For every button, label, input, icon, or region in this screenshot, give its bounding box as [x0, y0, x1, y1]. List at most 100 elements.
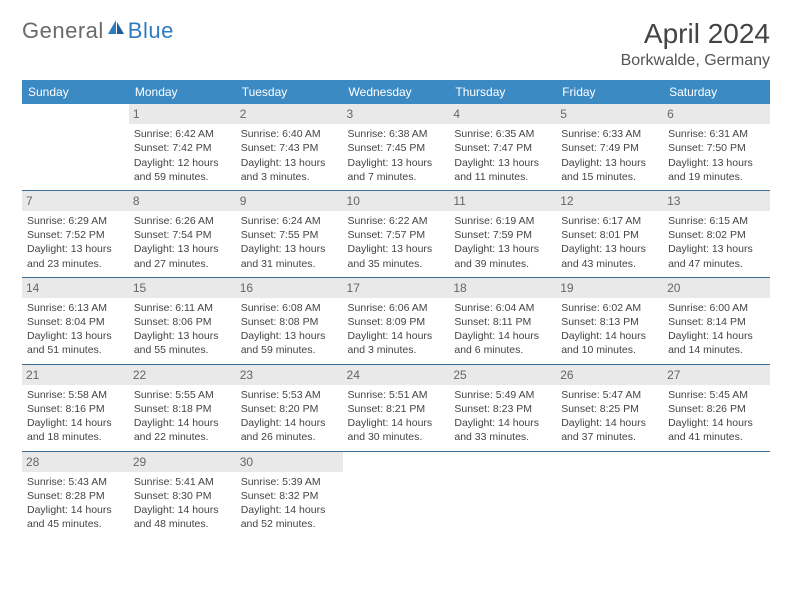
calendar-day-cell: 24Sunrise: 5:51 AMSunset: 8:21 PMDayligh… — [343, 364, 450, 451]
calendar-day-cell: 21Sunrise: 5:58 AMSunset: 8:16 PMDayligh… — [22, 364, 129, 451]
day-info-line: Sunset: 7:43 PM — [241, 141, 338, 155]
day-info-line: Sunrise: 6:00 AM — [668, 301, 765, 315]
day-info-line: Sunrise: 6:04 AM — [454, 301, 551, 315]
day-info-line: and 3 minutes. — [348, 343, 445, 357]
day-number: 12 — [556, 191, 663, 211]
day-info-line: and 52 minutes. — [241, 517, 338, 531]
day-info-line: Daylight: 14 hours — [348, 416, 445, 430]
calendar-body: 1Sunrise: 6:42 AMSunset: 7:42 PMDaylight… — [22, 104, 770, 537]
day-info-line: Daylight: 14 hours — [454, 416, 551, 430]
day-number: 14 — [22, 278, 129, 298]
day-number: 15 — [129, 278, 236, 298]
logo-text-blue: Blue — [128, 18, 174, 44]
calendar-day-cell: 20Sunrise: 6:00 AMSunset: 8:14 PMDayligh… — [663, 277, 770, 364]
day-info-line: Daylight: 13 hours — [27, 329, 124, 343]
day-info-line: Daylight: 12 hours — [134, 156, 231, 170]
day-number: 2 — [236, 104, 343, 124]
day-number: 24 — [343, 365, 450, 385]
day-number: 18 — [449, 278, 556, 298]
day-info-line: Daylight: 13 hours — [454, 156, 551, 170]
day-info-line: Sunset: 8:09 PM — [348, 315, 445, 329]
weekday-header: Friday — [556, 80, 663, 104]
day-number: 7 — [22, 191, 129, 211]
day-info-line: Sunset: 8:14 PM — [668, 315, 765, 329]
day-info-line: Daylight: 13 hours — [561, 242, 658, 256]
calendar-day-cell: 26Sunrise: 5:47 AMSunset: 8:25 PMDayligh… — [556, 364, 663, 451]
day-info-line: Sunset: 8:11 PM — [454, 315, 551, 329]
logo-sail-icon — [104, 18, 128, 44]
day-info-line: Sunset: 8:28 PM — [27, 489, 124, 503]
day-info-line: Sunrise: 6:33 AM — [561, 127, 658, 141]
day-info-line: and 18 minutes. — [27, 430, 124, 444]
day-info-line: Daylight: 14 hours — [561, 416, 658, 430]
calendar-page: General Blue April 2024 Borkwalde, Germa… — [0, 0, 792, 555]
day-info-line: and 55 minutes. — [134, 343, 231, 357]
day-info-line: and 41 minutes. — [668, 430, 765, 444]
calendar-day-cell: 8Sunrise: 6:26 AMSunset: 7:54 PMDaylight… — [129, 190, 236, 277]
day-info-line: and 3 minutes. — [241, 170, 338, 184]
day-info-line: Sunrise: 6:42 AM — [134, 127, 231, 141]
day-info-line: Sunset: 7:47 PM — [454, 141, 551, 155]
day-number: 21 — [22, 365, 129, 385]
day-info-line: Daylight: 13 hours — [241, 329, 338, 343]
day-number: 3 — [343, 104, 450, 124]
calendar-week-row: 14Sunrise: 6:13 AMSunset: 8:04 PMDayligh… — [22, 277, 770, 364]
day-info-line: Daylight: 13 hours — [27, 242, 124, 256]
day-info-line: and 33 minutes. — [454, 430, 551, 444]
day-info-line: Sunrise: 6:17 AM — [561, 214, 658, 228]
day-info-line: Sunrise: 5:55 AM — [134, 388, 231, 402]
calendar-day-cell: 12 Sunrise: 6:17 AMSunset: 8:01 PMDayligh… — [556, 190, 663, 277]
day-info-line: Sunset: 8:25 PM — [561, 402, 658, 416]
calendar-day-cell: 6Sunrise: 6:31 AMSunset: 7:50 PMDaylight… — [663, 104, 770, 190]
day-info-line: Sunrise: 5:43 AM — [27, 475, 124, 489]
calendar-week-row: 21Sunrise: 5:58 AMSunset: 8:16 PMDayligh… — [22, 364, 770, 451]
weekday-header: Wednesday — [343, 80, 450, 104]
day-info-line: Daylight: 14 hours — [668, 329, 765, 343]
day-info-line: Sunset: 7:45 PM — [348, 141, 445, 155]
day-info-line: and 11 minutes. — [454, 170, 551, 184]
day-info-line: Sunrise: 6:02 AM — [561, 301, 658, 315]
title-block: April 2024 Borkwalde, Germany — [621, 18, 770, 70]
day-info-line: Daylight: 14 hours — [134, 503, 231, 517]
day-number: 26 — [556, 365, 663, 385]
calendar-day-cell: 3 Sunrise: 6:38 AMSunset: 7:45 PMDaylight… — [343, 104, 450, 190]
calendar-day-cell: 14Sunrise: 6:13 AMSunset: 8:04 PMDayligh… — [22, 277, 129, 364]
day-info-line: and 45 minutes. — [27, 517, 124, 531]
calendar-day-cell: 2Sunrise: 6:40 AMSunset: 7:43 PMDaylight… — [236, 104, 343, 190]
day-info-line: Sunrise: 6:38 AM — [348, 127, 445, 141]
day-info-line: and 23 minutes. — [27, 257, 124, 271]
day-info-line: Sunrise: 5:53 AM — [241, 388, 338, 402]
day-info-line: Daylight: 13 hours — [348, 242, 445, 256]
weekday-header: Sunday — [22, 80, 129, 104]
calendar-day-cell: 4Sunrise: 6:35 AMSunset: 7:47 PMDaylight… — [449, 104, 556, 190]
day-info-line: and 7 minutes. — [348, 170, 445, 184]
day-number: 25 — [449, 365, 556, 385]
day-info-line: Sunset: 8:32 PM — [241, 489, 338, 503]
day-info-line: Sunset: 7:55 PM — [241, 228, 338, 242]
day-info-line: Sunset: 8:13 PM — [561, 315, 658, 329]
calendar-week-row: 28Sunrise: 5:43 AMSunset: 8:28 PMDayligh… — [22, 451, 770, 537]
day-info-line: Daylight: 13 hours — [241, 156, 338, 170]
day-info-line: Daylight: 13 hours — [348, 156, 445, 170]
weekday-header: Thursday — [449, 80, 556, 104]
day-info-line: Daylight: 14 hours — [27, 416, 124, 430]
day-info-line: Sunset: 8:26 PM — [668, 402, 765, 416]
day-info-line: and 51 minutes. — [27, 343, 124, 357]
calendar-day-cell: 13Sunrise: 6:15 AMSunset: 8:02 PMDayligh… — [663, 190, 770, 277]
day-number: 10 — [343, 191, 450, 211]
day-info-line: Sunset: 8:01 PM — [561, 228, 658, 242]
day-info-line: Daylight: 13 hours — [241, 242, 338, 256]
calendar-day-cell — [556, 451, 663, 537]
day-number: 9 — [236, 191, 343, 211]
day-info-line: Sunset: 8:04 PM — [27, 315, 124, 329]
day-number: 22 — [129, 365, 236, 385]
calendar-day-cell — [449, 451, 556, 537]
day-info-line: Sunset: 7:52 PM — [27, 228, 124, 242]
day-info-line: Sunrise: 6:06 AM — [348, 301, 445, 315]
day-info-line: Daylight: 13 hours — [668, 156, 765, 170]
day-info-line: Sunset: 8:02 PM — [668, 228, 765, 242]
day-number: 6 — [663, 104, 770, 124]
day-info-line: Sunset: 8:20 PM — [241, 402, 338, 416]
calendar-day-cell — [663, 451, 770, 537]
day-info-line: and 59 minutes. — [241, 343, 338, 357]
